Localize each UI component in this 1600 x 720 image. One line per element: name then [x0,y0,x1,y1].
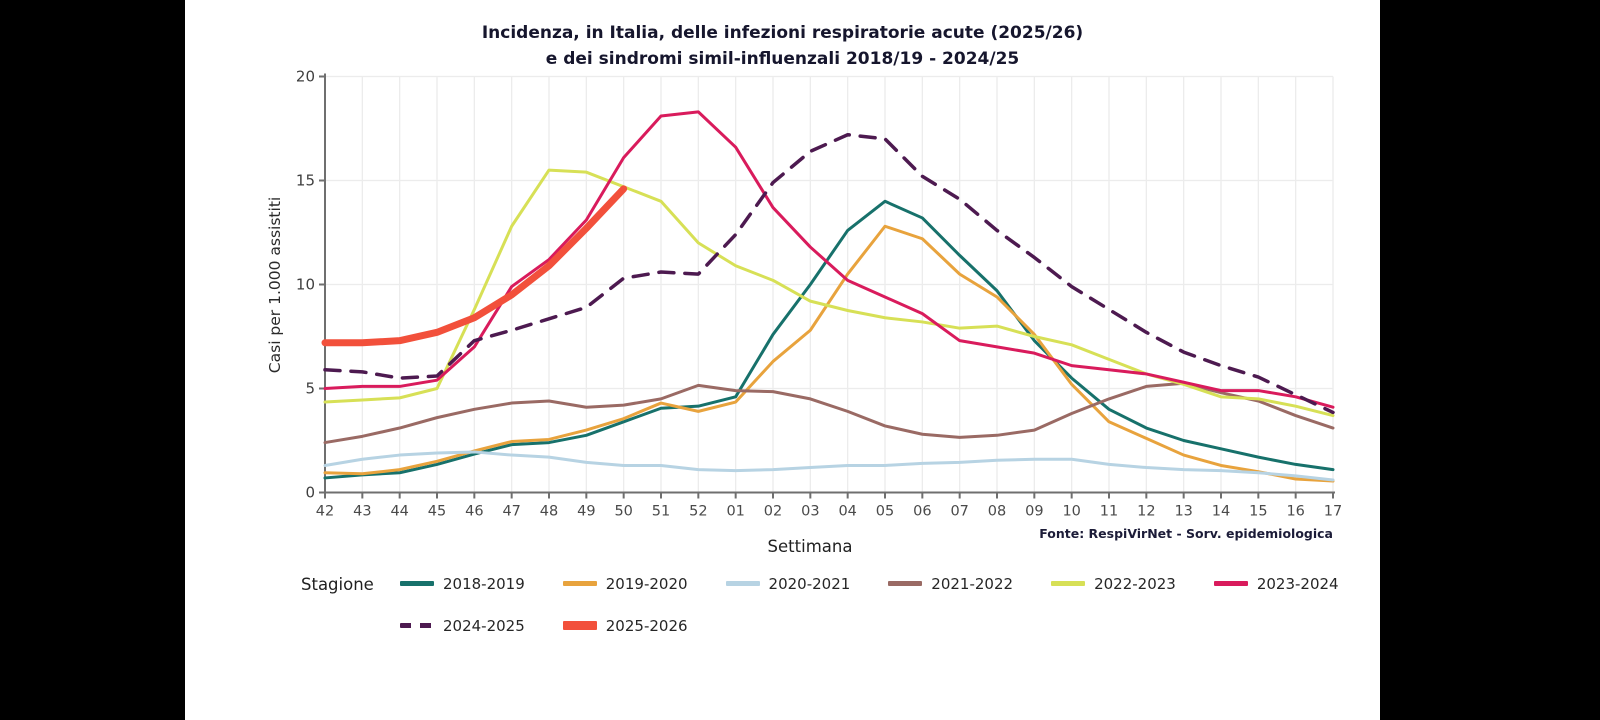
x-tick-label: 06 [913,504,931,520]
x-tick-label: 08 [988,504,1006,520]
x-tick-label: 02 [764,504,782,520]
x-tick-label: 15 [1249,504,1267,520]
series-line-2018-2019 [323,199,1335,480]
y-tick-label: 15 [296,172,315,190]
x-tick-label: 01 [726,504,744,520]
x-tick-label: 43 [353,504,371,520]
series-line-2022-2023 [323,168,1335,418]
legend-swatch-2023-2024 [1213,581,1248,586]
legend-label: 2025-2026 [605,616,688,635]
legend-label: 2023-2024 [1256,574,1339,593]
chart-title: Incidenza, in Italia, delle infezioni re… [185,20,1380,73]
x-tick-label: 13 [1174,504,1192,520]
x-tick-label: 17 [1324,504,1342,520]
x-tick-label: 12 [1137,504,1155,520]
x-tick-label: 47 [502,504,520,520]
legend-swatch-2020-2021 [725,581,760,586]
x-tick-label: 07 [950,504,968,520]
chart-title-line1: Incidenza, in Italia, delle infezioni re… [481,23,1084,43]
y-tick-label: 20 [296,68,315,86]
legend-item-2024-2025: 2024-2025 [400,612,525,639]
legend-item-2018-2019: 2018-2019 [400,570,525,597]
legend-swatch-2021-2022 [888,581,923,586]
x-tick-label: 04 [838,504,856,520]
series-line-2025-2026 [321,185,628,347]
legend-item-2025-2026: 2025-2026 [562,612,688,639]
legend-label: 2022-2023 [1094,574,1176,593]
x-tick-label: 03 [801,504,819,520]
series-line-2019-2020 [323,224,1335,483]
x-tick-label: 52 [689,504,707,520]
y-tick-label: 0 [305,484,315,502]
y-axis-title: Casi per 1.000 assistiti [266,197,284,373]
x-tick-label: 48 [540,504,558,520]
legend-item-2019-2020: 2019-2020 [562,570,688,597]
series-line-2020-2021 [323,450,1335,482]
legend-swatch-2022-2023 [1051,581,1086,586]
y-tick-label: 10 [296,276,315,294]
legend-label: 2021-2022 [931,574,1014,593]
series-line-2023-2024 [323,110,1335,409]
legend-swatch-2025-2026 [562,621,597,630]
x-tick-label: 42 [316,504,334,520]
chart-panel: Incidenza, in Italia, delle infezioni re… [185,0,1380,720]
x-tick-label: 09 [1025,504,1043,520]
legend: 2018-2019 2019-2020 2020-2021 2021-2022 2022… [400,570,1365,639]
series-line-2024-2025 [323,132,1335,415]
x-tick-label: 44 [390,504,408,520]
legend-title: Stagione [301,575,374,594]
legend-label: 2020-2021 [768,574,851,593]
x-tick-label: 11 [1100,504,1118,520]
legend-item-2021-2022: 2021-2022 [888,570,1013,597]
legend-swatch-2018-2019 [400,581,434,586]
legend-item-2020-2021: 2020-2021 [725,570,851,597]
x-tick-label: 45 [428,504,446,520]
x-tick-label: 49 [577,504,595,520]
series-line-2021-2022 [323,381,1335,445]
legend-item-2023-2024: 2023-2024 [1213,570,1339,597]
legend-label: 2018-2019 [443,574,525,593]
source-note: Fonte: RespiVirNet - Sorv. epidemiologic… [1039,526,1333,541]
x-axis-title: Settimana [768,537,853,556]
legend-item-2022-2023: 2022-2023 [1051,570,1176,597]
x-tick-label: 05 [876,504,894,520]
legend-swatch-2019-2020 [562,581,597,586]
legend-label: 2019-2020 [605,574,688,593]
x-tick-label: 51 [652,504,670,520]
chart-title-line2: e dei sindromi simil-influenzali 2018/19… [545,49,1020,70]
x-tick-label: 16 [1286,504,1304,520]
y-tick-label: 5 [305,380,315,398]
x-tick-label: 14 [1212,504,1230,520]
x-tick-label: 46 [465,504,483,520]
legend-swatch-2024-2025 [400,623,434,628]
x-tick-label: 50 [614,504,632,520]
x-tick-label: 10 [1062,504,1080,520]
legend-label: 2024-2025 [443,616,525,635]
